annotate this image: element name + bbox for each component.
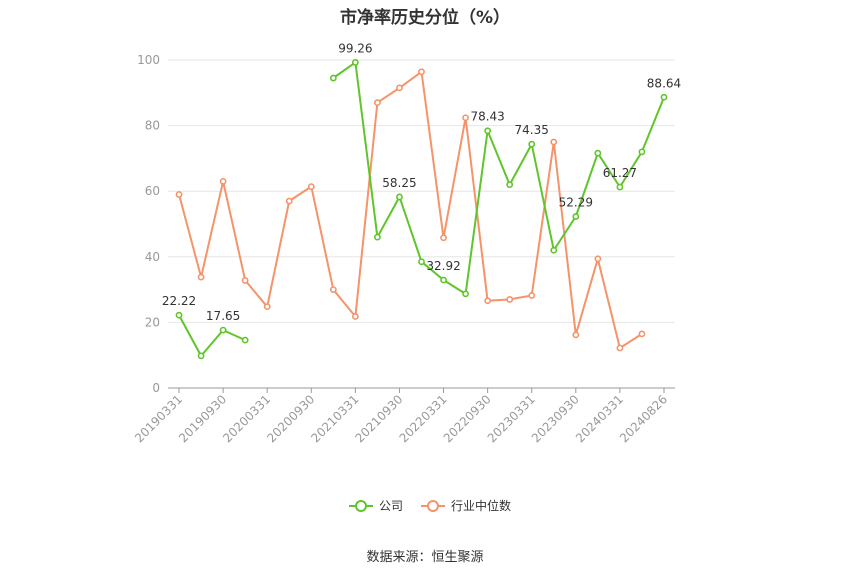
company-data-point [550, 246, 558, 254]
company-data-point [506, 181, 514, 189]
industry-median-data-point [329, 286, 337, 293]
industry-median-series-line [178, 70, 643, 349]
company-data-label: 74.35 [515, 123, 549, 137]
company-data-point [396, 193, 403, 201]
industry-median-data-point [241, 277, 249, 284]
company-data-point [175, 311, 183, 319]
industry-median-data-point [616, 344, 624, 352]
x-tick-label: 20240826 [617, 392, 670, 445]
y-tick-label: 0 [152, 381, 160, 395]
industry-median-data-point [638, 330, 646, 338]
industry-median-data-point [418, 68, 425, 76]
company-data-label: 32.92 [426, 259, 460, 273]
company-legend-marker [355, 500, 367, 512]
chart-title: 市净率历史分位（%） [339, 8, 511, 28]
y-tick-label: 60 [145, 184, 160, 198]
company-data-point [572, 213, 580, 220]
company-data-label: 58.25 [382, 176, 416, 190]
company-data-label: 17.65 [206, 309, 240, 323]
industry-median-data-point [572, 331, 580, 339]
company-data-point [528, 140, 536, 148]
data-source-note: 数据来源：恒生聚源 [366, 550, 484, 565]
company-series-line [178, 314, 246, 357]
y-tick-label: 80 [145, 119, 160, 133]
company-data-point [638, 148, 646, 156]
company-data-point [374, 233, 381, 241]
company-legend-label: 公司 [379, 499, 403, 513]
industry-median-data-point [462, 114, 469, 122]
company-data-point [594, 149, 602, 157]
company-data-point [197, 352, 205, 360]
company-data-point [660, 93, 668, 101]
company-series-line [332, 61, 665, 295]
industry-median-data-point [528, 292, 536, 299]
company-data-point [219, 326, 227, 334]
industry-median-data-point [484, 297, 492, 305]
y-tick-label: 20 [145, 315, 160, 329]
company-data-point [462, 290, 469, 298]
industry-median-legend-marker [427, 500, 439, 512]
industry-median-data-point [307, 183, 315, 191]
industry-median-data-point [374, 99, 381, 107]
company-data-point [484, 127, 492, 135]
y-tick-label: 40 [145, 250, 160, 264]
company-data-label: 88.64 [647, 76, 681, 90]
industry-median-data-point [175, 191, 183, 198]
industry-median-data-point [440, 234, 447, 242]
company-data-point [329, 74, 337, 82]
industry-median-data-point [351, 313, 359, 320]
industry-median-data-point [550, 138, 558, 146]
industry-median-data-point [219, 177, 227, 185]
y-tick-label: 100 [137, 53, 160, 67]
company-data-point [616, 183, 624, 191]
company-data-point [440, 276, 447, 284]
industry-median-data-point [396, 84, 403, 92]
company-data-label: 52.29 [559, 195, 593, 209]
company-data-label: 22.22 [162, 294, 196, 308]
industry-median-data-point [285, 197, 293, 205]
industry-median-data-point [263, 303, 271, 311]
industry-median-data-point [594, 255, 602, 263]
industry-median-data-point [506, 296, 514, 303]
company-data-point [418, 258, 425, 266]
company-data-label: 61.27 [603, 166, 637, 180]
company-data-label: 78.43 [470, 110, 504, 124]
industry-median-data-point [197, 273, 205, 281]
company-data-point [241, 336, 249, 344]
company-data-label: 99.26 [338, 41, 372, 55]
industry-median-legend-label: 行业中位数 [451, 498, 511, 513]
company-data-point [351, 59, 359, 66]
